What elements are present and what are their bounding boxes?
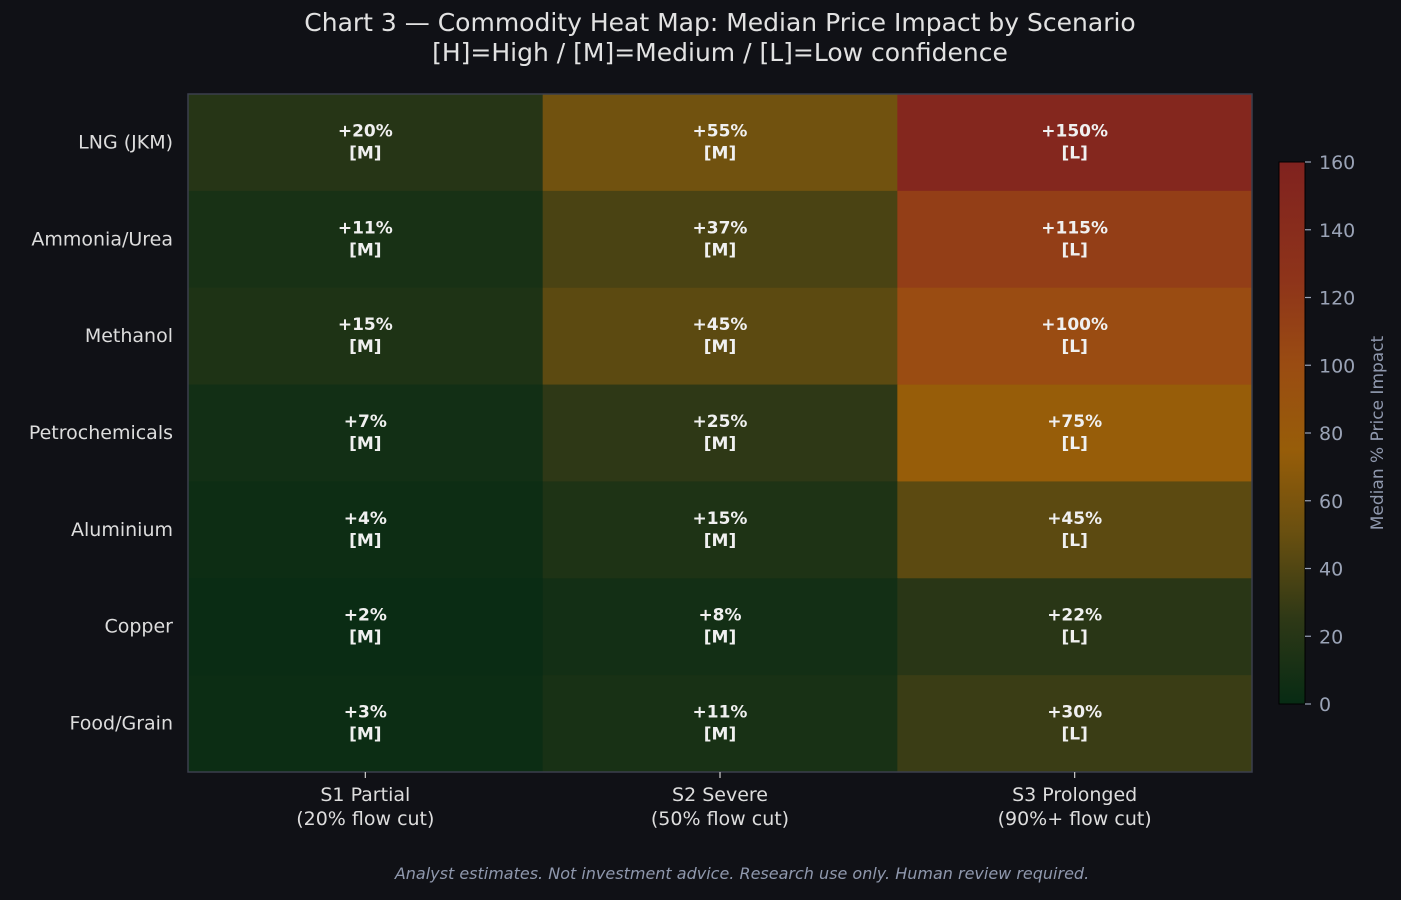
column-label: S3 Prolonged — [1012, 784, 1137, 806]
cell-confidence-label: [L] — [1061, 628, 1087, 648]
column-sublabel: (20% flow cut) — [296, 808, 434, 830]
cell-confidence-label: [M] — [349, 143, 381, 163]
heatmap-cell — [897, 384, 1253, 482]
cell-value-label: +150% — [1041, 121, 1108, 141]
cell-value-label: +15% — [338, 315, 393, 335]
heatmap-cell — [897, 94, 1253, 192]
cell-confidence-label: [M] — [349, 531, 381, 551]
heatmap-cell — [188, 384, 544, 482]
column-sublabel: (50% flow cut) — [651, 808, 789, 830]
cell-confidence-label: [L] — [1061, 240, 1087, 260]
colorbar-gradient — [1278, 161, 1306, 705]
heatmap-cells: +20%[M]+55%[M]+150%[L]+11%[M]+37%[M]+115… — [188, 94, 1253, 773]
heatmap-cell — [542, 190, 898, 289]
heatmap-cell — [542, 481, 898, 579]
heatmap-cell — [542, 578, 898, 676]
row-label: Ammonia/Urea — [31, 228, 173, 250]
cell-confidence-label: [L] — [1061, 531, 1087, 551]
cell-value-label: +37% — [693, 218, 748, 238]
heatmap-cell — [188, 481, 544, 579]
cell-confidence-label: [M] — [349, 240, 381, 260]
colorbar-tick-label: 160 — [1319, 152, 1355, 174]
cell-value-label: +3% — [344, 703, 387, 723]
heatmap-cell — [897, 578, 1253, 676]
row-label: Food/Grain — [70, 713, 173, 735]
chart-title: Chart 3 — Commodity Heat Map: Median Pri… — [304, 8, 1136, 37]
cell-value-label: +30% — [1047, 703, 1102, 723]
colorbar-tick-label: 120 — [1319, 288, 1355, 310]
cell-confidence-label: [M] — [704, 725, 736, 745]
heatmap-cell — [897, 190, 1253, 289]
colorbar: 0 20 40 60 80 100 120 140 160 Median % Price Impa… — [1278, 152, 1388, 716]
cell-value-label: +7% — [344, 412, 387, 432]
colorbar-label: Median % Price Impact — [1368, 335, 1388, 530]
cell-value-label: +25% — [693, 412, 748, 432]
column-label: S2 Severe — [672, 784, 768, 806]
footnote: Analyst estimates. Not investment advice… — [394, 864, 1090, 883]
heatmap-cell — [542, 384, 898, 482]
cell-value-label: +100% — [1041, 315, 1108, 335]
cell-value-label: +20% — [338, 121, 393, 141]
cell-confidence-label: [L] — [1061, 725, 1087, 745]
cell-confidence-label: [M] — [704, 628, 736, 648]
column-label: S1 Partial — [320, 784, 410, 806]
heatmap-cell — [188, 287, 544, 386]
heatmap-cell — [897, 675, 1253, 773]
colorbar-tick-label: 140 — [1319, 220, 1355, 242]
heatmap-cell — [188, 675, 544, 773]
cell-confidence-label: [M] — [704, 434, 736, 454]
cell-confidence-label: [L] — [1061, 434, 1087, 454]
colorbar-tick-label: 40 — [1319, 559, 1343, 581]
heatmap-cell — [188, 94, 544, 192]
heatmap-cell — [188, 190, 544, 289]
cell-value-label: +22% — [1047, 606, 1102, 626]
cell-value-label: +45% — [1047, 509, 1102, 529]
chart-subtitle: [H]=High / [M]=Medium / [L]=Low confiden… — [432, 38, 1008, 67]
row-label: Copper — [104, 616, 173, 638]
cell-confidence-label: [M] — [704, 531, 736, 551]
row-label: Methanol — [85, 325, 173, 347]
cell-confidence-label: [M] — [704, 337, 736, 357]
colorbar-tick-label: 20 — [1319, 626, 1343, 648]
row-labels: LNG (JKM) Ammonia/Urea Methanol Petrochemic… — [29, 131, 173, 734]
heatmap-cell — [897, 481, 1253, 579]
heatmap-cell — [897, 287, 1253, 386]
cell-confidence-label: [M] — [349, 725, 381, 745]
cell-value-label: +115% — [1041, 218, 1108, 238]
cell-confidence-label: [L] — [1061, 143, 1087, 163]
heatmap-cell — [188, 578, 544, 676]
cell-value-label: +55% — [693, 121, 748, 141]
colorbar-tick-label: 60 — [1319, 491, 1343, 513]
cell-confidence-label: [M] — [349, 628, 381, 648]
column-sublabel: (90%+ flow cut) — [998, 808, 1152, 830]
colorbar-tick-label: 100 — [1319, 355, 1355, 377]
heatmap-cell — [542, 675, 898, 773]
cell-confidence-label: [M] — [704, 143, 736, 163]
cell-value-label: +75% — [1047, 412, 1102, 432]
row-label: Aluminium — [71, 519, 173, 541]
heatmap-cell — [542, 94, 898, 192]
row-label: Petrochemicals — [29, 422, 173, 444]
cell-value-label: +8% — [698, 606, 741, 626]
cell-value-label: +11% — [338, 218, 393, 238]
colorbar-tick-label: 80 — [1319, 423, 1343, 445]
cell-value-label: +2% — [344, 606, 387, 626]
cell-confidence-label: [L] — [1061, 337, 1087, 357]
cell-confidence-label: [M] — [704, 240, 736, 260]
colorbar-tick-label: 0 — [1319, 694, 1331, 716]
heatmap-cell — [542, 287, 898, 386]
cell-value-label: +4% — [344, 509, 387, 529]
cell-confidence-label: [M] — [349, 434, 381, 454]
column-labels: S1 Partial(20% flow cut) S2 Severe(50% fl… — [296, 772, 1152, 830]
cell-value-label: +45% — [693, 315, 748, 335]
cell-confidence-label: [M] — [349, 337, 381, 357]
cell-value-label: +11% — [693, 703, 748, 723]
cell-value-label: +15% — [693, 509, 748, 529]
chart-title-block: Chart 3 — Commodity Heat Map: Median Pri… — [0, 8, 1401, 68]
row-label: LNG (JKM) — [78, 131, 173, 153]
